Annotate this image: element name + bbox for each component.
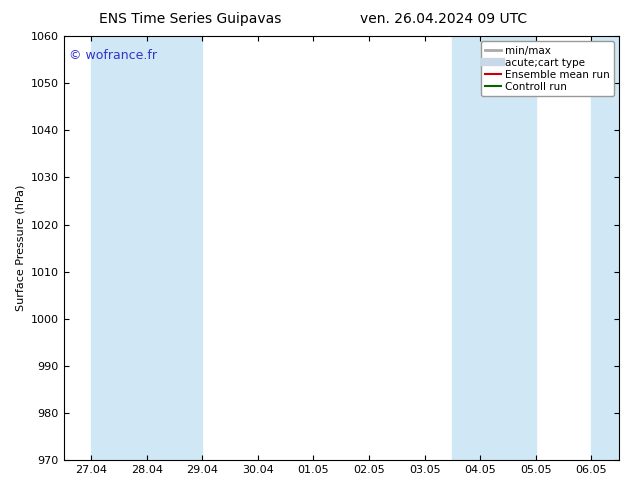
Text: ven. 26.04.2024 09 UTC: ven. 26.04.2024 09 UTC [360,12,527,26]
Y-axis label: Surface Pressure (hPa): Surface Pressure (hPa) [15,185,25,311]
Bar [480,36,536,460]
Bar [453,36,480,460]
Bar [147,36,202,460]
Bar [592,36,634,460]
Text: ENS Time Series Guipavas: ENS Time Series Guipavas [99,12,281,26]
Bar [91,36,147,460]
Text: © wofrance.fr: © wofrance.fr [69,49,157,62]
Legend: min/max, acute;cart type, Ensemble mean run, Controll run: min/max, acute;cart type, Ensemble mean … [481,41,614,96]
